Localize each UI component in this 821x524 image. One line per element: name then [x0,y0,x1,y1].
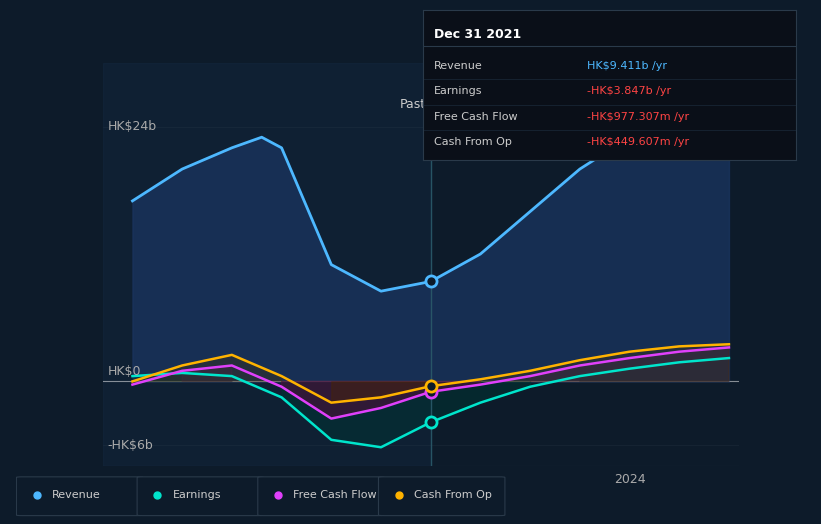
Text: Revenue: Revenue [52,490,101,500]
Text: HK$9.411b /yr: HK$9.411b /yr [587,61,667,71]
FancyBboxPatch shape [258,477,384,516]
Text: Cash From Op: Cash From Op [434,137,512,147]
Text: -HK$449.607m /yr: -HK$449.607m /yr [587,137,690,147]
Text: Revenue: Revenue [434,61,483,71]
FancyBboxPatch shape [137,477,264,516]
Text: HK$0: HK$0 [108,365,141,378]
Text: Earnings: Earnings [434,86,483,96]
Text: Cash From Op: Cash From Op [414,490,492,500]
FancyBboxPatch shape [16,477,143,516]
Text: Earnings: Earnings [172,490,221,500]
Text: Free Cash Flow: Free Cash Flow [434,112,518,122]
Text: -HK$977.307m /yr: -HK$977.307m /yr [587,112,690,122]
FancyBboxPatch shape [378,477,505,516]
Text: -HK$6b: -HK$6b [108,439,154,452]
Text: Dec 31 2021: Dec 31 2021 [434,28,521,41]
Text: HK$24b: HK$24b [108,120,157,133]
Bar [103,63,431,466]
Text: -HK$3.847b /yr: -HK$3.847b /yr [587,86,672,96]
Text: Analysts Forecasts: Analysts Forecasts [436,97,552,111]
Text: Free Cash Flow: Free Cash Flow [293,490,377,500]
Text: Past: Past [400,97,426,111]
